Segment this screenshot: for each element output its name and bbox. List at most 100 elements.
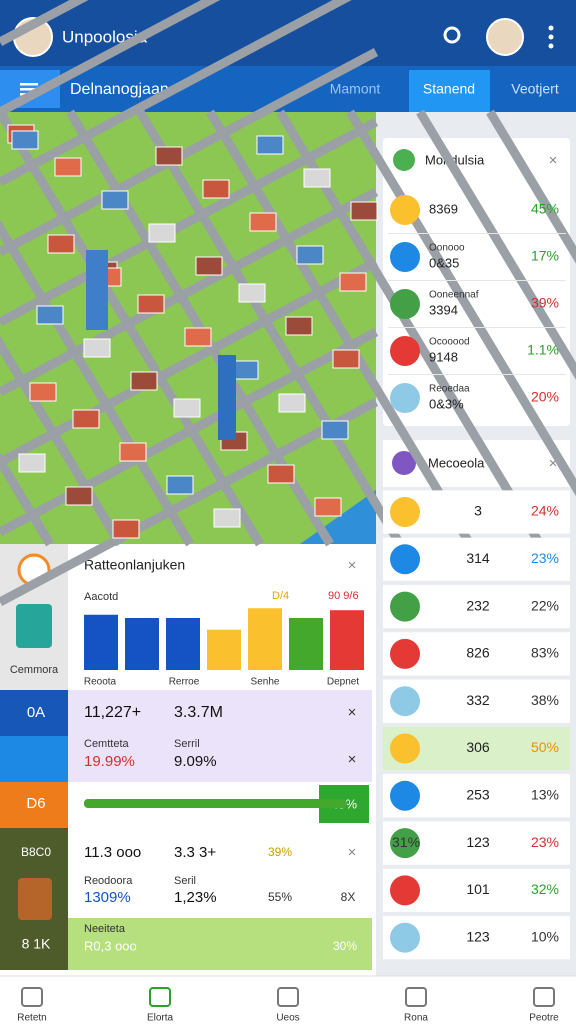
nav-label: Retetn bbox=[17, 1013, 46, 1024]
row-icon bbox=[390, 591, 420, 622]
icon bbox=[20, 83, 38, 86]
menu-dot[interactable] bbox=[548, 25, 554, 31]
road bbox=[0, 398, 379, 606]
stat: 1309% bbox=[84, 889, 131, 906]
nav-icon[interactable] bbox=[533, 987, 555, 1007]
stats-highlight bbox=[68, 918, 372, 970]
progress-fill bbox=[84, 799, 347, 808]
row-label: Reoedaa bbox=[429, 384, 470, 395]
stat: 3.3 3+ bbox=[174, 844, 216, 861]
row-icon bbox=[390, 289, 420, 319]
row-icon bbox=[390, 242, 420, 272]
stat: 3.3.7M bbox=[174, 704, 223, 721]
stat: 11,227+ bbox=[84, 704, 141, 721]
stat: 39% bbox=[268, 845, 292, 859]
row-pct: 50% bbox=[531, 739, 559, 755]
tower bbox=[86, 250, 108, 330]
bar bbox=[166, 618, 200, 670]
row-code: 306 bbox=[466, 739, 490, 755]
building bbox=[278, 393, 306, 413]
building bbox=[296, 245, 324, 265]
side-text: B8C0 bbox=[21, 845, 51, 859]
stat-label: Cemtteta bbox=[84, 738, 130, 750]
close[interactable]: × bbox=[348, 844, 357, 861]
road bbox=[0, 328, 379, 536]
row-icon bbox=[390, 875, 420, 906]
row-code: 0&35 bbox=[429, 255, 459, 270]
chart-label: 90 9/6 bbox=[328, 590, 359, 602]
bar bbox=[289, 618, 323, 670]
stat: 8X bbox=[341, 890, 356, 904]
stat: 55% bbox=[268, 890, 292, 904]
row-pct: 23% bbox=[531, 550, 559, 566]
chart-label: Depnet bbox=[327, 677, 359, 688]
side-text: 0A bbox=[27, 704, 45, 721]
row-pct: 22% bbox=[531, 597, 559, 613]
building bbox=[148, 223, 176, 243]
road bbox=[0, 258, 379, 466]
row-label: Ocooood bbox=[429, 337, 470, 348]
row-icon bbox=[390, 922, 420, 953]
row-icon bbox=[390, 638, 420, 669]
nav-icon[interactable] bbox=[21, 987, 43, 1007]
row-code: 9148 bbox=[429, 349, 458, 364]
row-icon bbox=[390, 544, 420, 575]
panel-icon bbox=[393, 149, 415, 171]
close[interactable]: × bbox=[549, 455, 558, 472]
row-pct: 1.1% bbox=[527, 342, 559, 358]
close[interactable]: × bbox=[348, 557, 357, 574]
close[interactable]: × bbox=[348, 751, 357, 768]
map[interactable] bbox=[0, 0, 576, 606]
road bbox=[0, 118, 379, 326]
stat: 30% bbox=[333, 939, 357, 953]
building bbox=[101, 190, 129, 210]
road bbox=[0, 0, 352, 186]
building bbox=[350, 201, 378, 221]
nav-icon[interactable] bbox=[149, 987, 171, 1007]
stat: 19.99% bbox=[84, 753, 135, 770]
building bbox=[285, 316, 313, 336]
road bbox=[0, 188, 379, 396]
building bbox=[36, 305, 64, 325]
row-pct: 17% bbox=[531, 248, 559, 264]
row-icon bbox=[390, 686, 420, 717]
row-pct: 24% bbox=[531, 503, 559, 519]
building bbox=[112, 519, 140, 539]
side-text: D6 bbox=[26, 795, 45, 812]
search-icon[interactable] bbox=[443, 26, 461, 44]
panel bbox=[383, 138, 570, 426]
bar bbox=[84, 614, 118, 670]
road bbox=[136, 109, 404, 547]
stat-label: Neeiteta bbox=[84, 923, 126, 935]
side-tile bbox=[0, 736, 68, 782]
nav-label: Elorta bbox=[147, 1013, 174, 1024]
tab[interactable]: Veotjert bbox=[511, 81, 559, 97]
profile[interactable] bbox=[486, 18, 524, 56]
chart-label: D/4 bbox=[272, 590, 289, 602]
nav-icon[interactable] bbox=[405, 987, 427, 1007]
chart-label: Rerroe bbox=[169, 677, 200, 688]
building bbox=[321, 420, 349, 440]
bar bbox=[248, 608, 282, 670]
building bbox=[213, 508, 241, 528]
building bbox=[332, 349, 360, 369]
nav-icon[interactable] bbox=[277, 987, 299, 1007]
close[interactable]: × bbox=[348, 704, 357, 721]
row-pct: 20% bbox=[531, 389, 559, 405]
row-icon bbox=[390, 828, 420, 859]
side-text: 8 1K bbox=[22, 936, 51, 952]
road bbox=[486, 109, 576, 264]
side-tile bbox=[0, 782, 68, 828]
tab[interactable]: Mamont bbox=[330, 81, 381, 97]
row-icon bbox=[390, 497, 420, 527]
tab[interactable]: Stanend bbox=[423, 81, 475, 97]
card-title: Ratteonlanjuken bbox=[84, 557, 185, 573]
row-code: 123 bbox=[466, 834, 490, 850]
bar bbox=[125, 618, 159, 670]
road bbox=[0, 48, 379, 256]
row-code: 8369 bbox=[429, 201, 458, 216]
building bbox=[18, 453, 46, 473]
close[interactable]: × bbox=[549, 152, 558, 169]
menu-dot bbox=[548, 34, 554, 40]
stat: 1,23% bbox=[174, 889, 217, 906]
